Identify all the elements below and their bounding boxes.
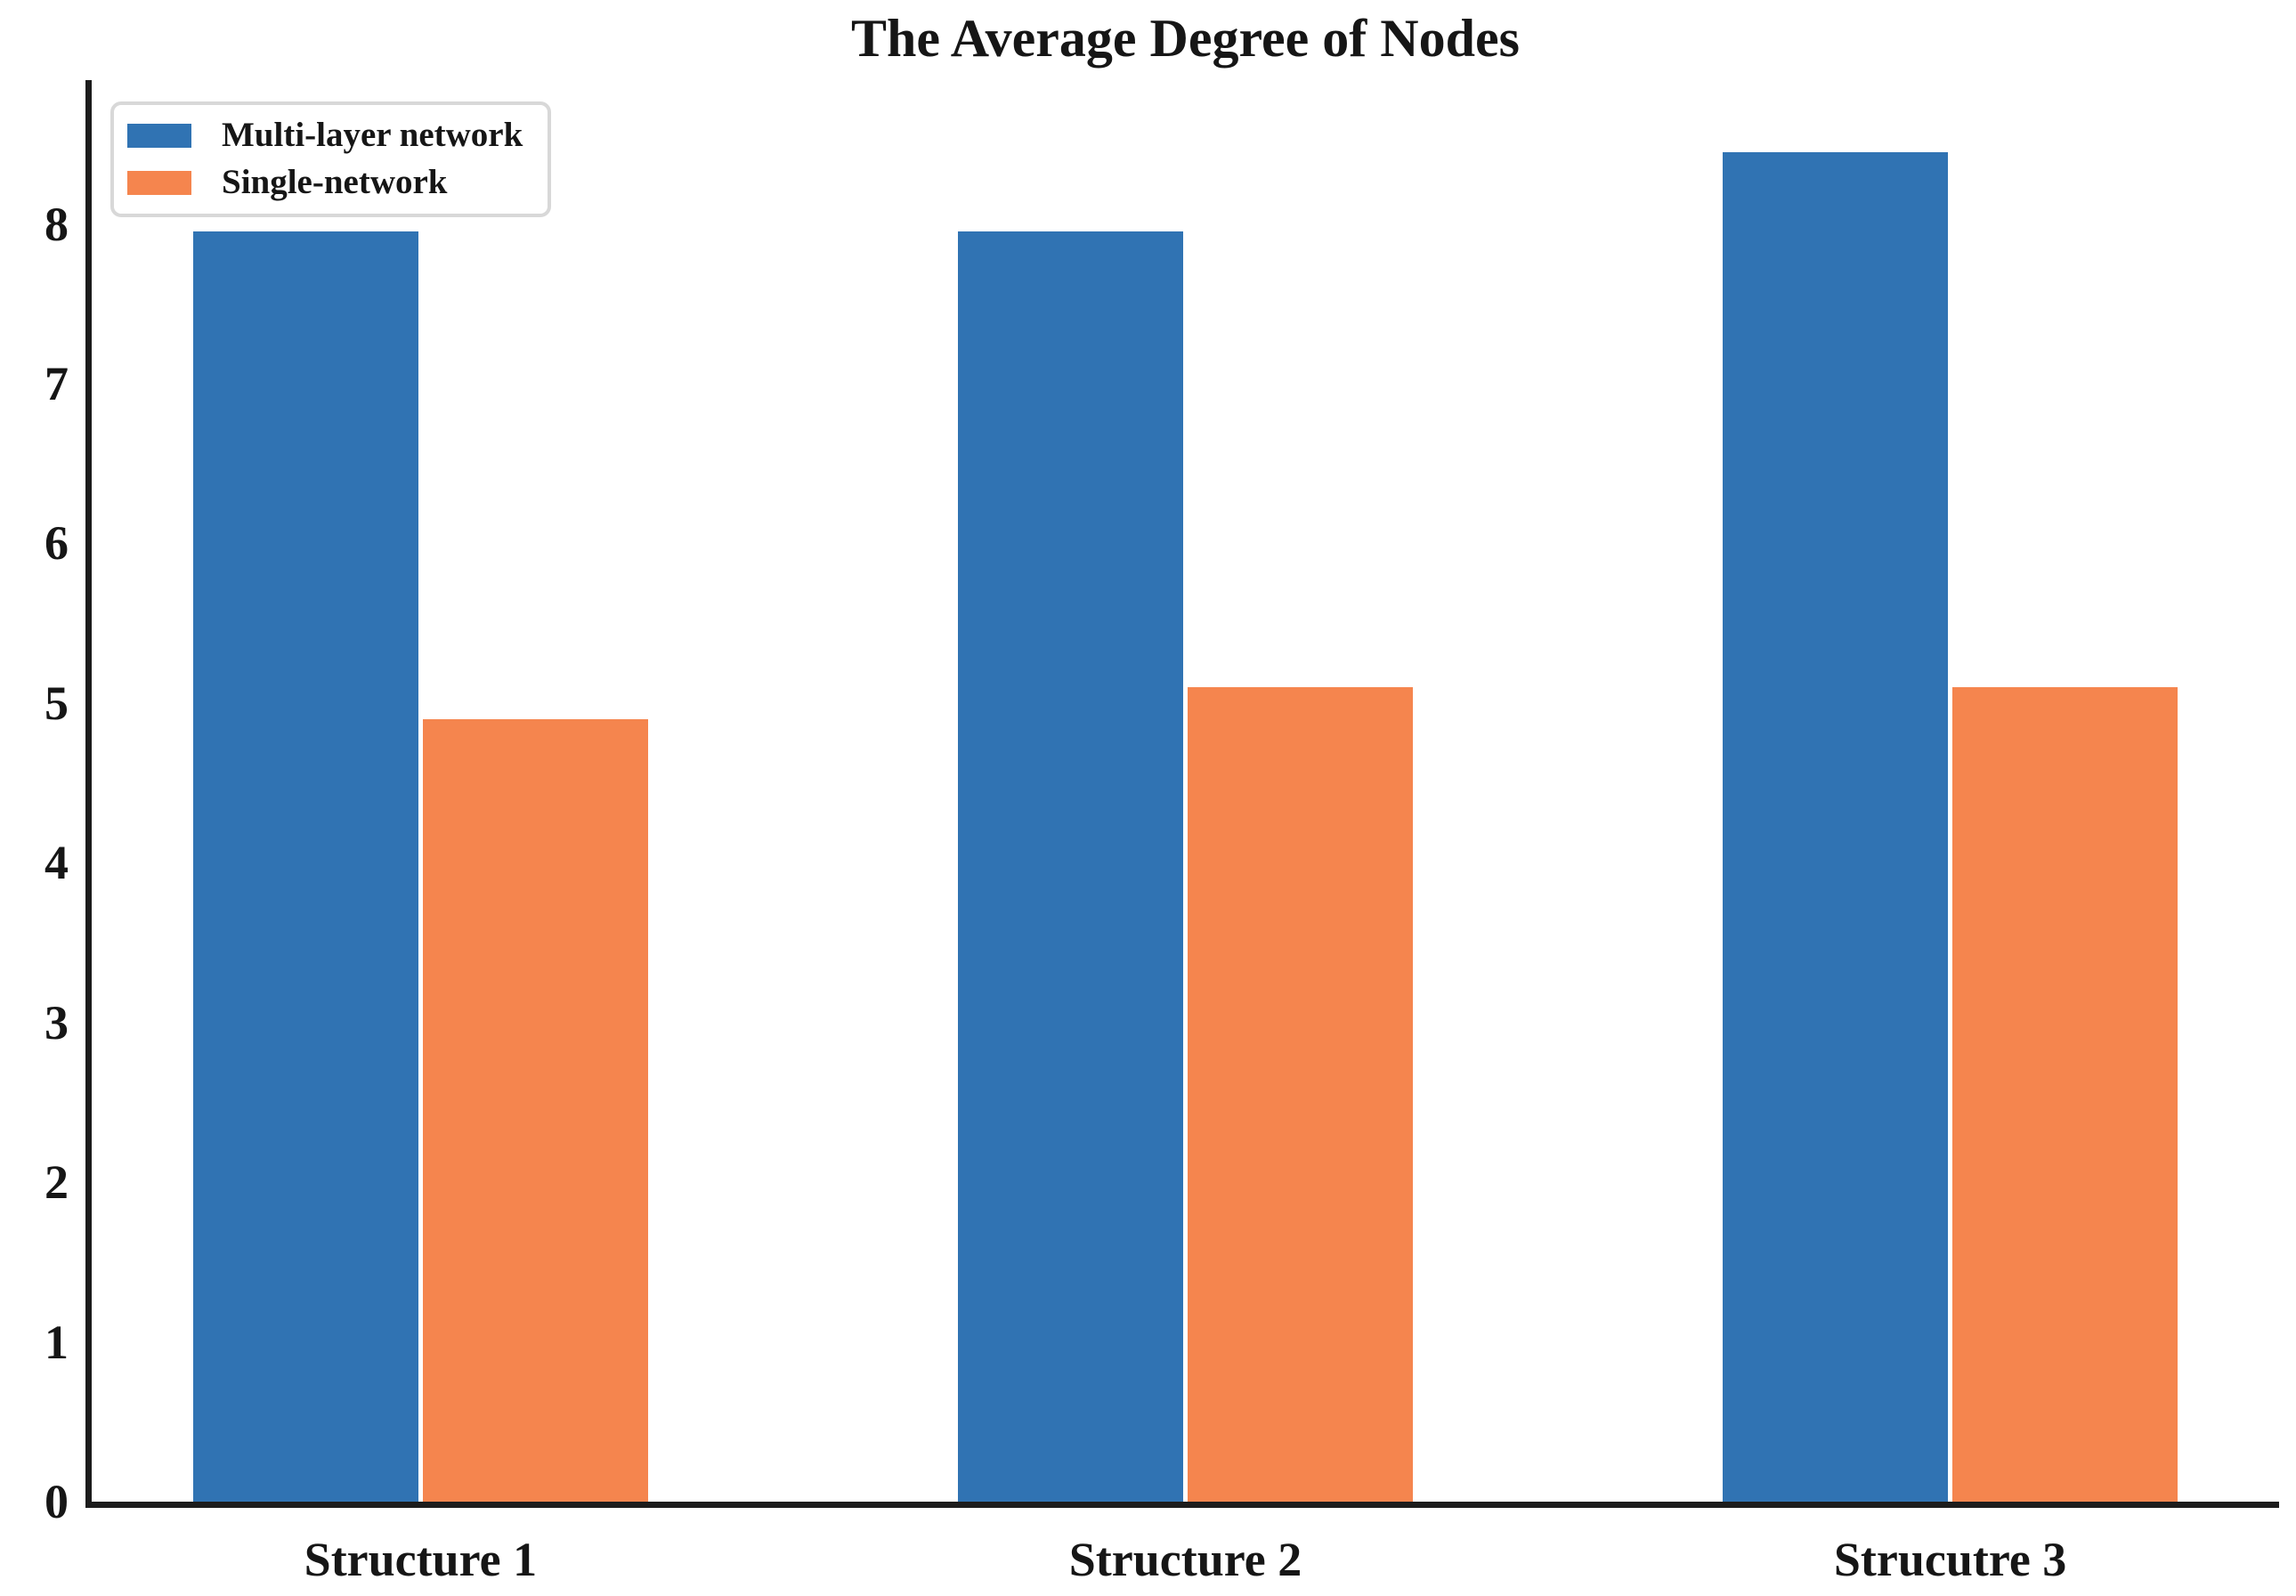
legend-swatch-multi-layer-network	[127, 123, 191, 148]
bar-single-network-structure-2	[1187, 686, 1414, 1502]
bar-multi-layer-network-structure-1	[192, 231, 419, 1502]
y-tick-label-6: 6	[45, 516, 69, 571]
y-tick-label-3: 3	[45, 995, 69, 1049]
bar-single-network-strucutre-3	[1951, 686, 2178, 1502]
x-tick-label-structure-2: Structure 2	[1068, 1533, 1302, 1586]
y-tick-label-1: 1	[45, 1315, 69, 1369]
legend-item-single-network: Single-network	[127, 163, 523, 203]
y-tick-label-2: 2	[45, 1155, 69, 1210]
x-tick-label-strucutre-3: Strucutre 3	[1833, 1533, 2067, 1586]
bar-multi-layer-network-structure-2	[957, 231, 1184, 1502]
y-tick-label-7: 7	[45, 356, 69, 410]
bar-single-network-structure-1	[422, 718, 648, 1502]
y-tick-label-4: 4	[45, 836, 69, 890]
legend-item-multi-layer-network: Multi-layer network	[127, 116, 523, 156]
y-tick-label-5: 5	[45, 676, 69, 730]
plot-area: 0 1 2 3 4 5 6 7 8 Structure 1 Structure 2 Strucutr…	[45, 80, 2279, 1584]
x-tick-label-structure-1: Structure 1	[304, 1533, 538, 1586]
y-tick-label-8: 8	[45, 197, 69, 251]
legend-label-single-network: Single-network	[222, 162, 448, 201]
legend-swatch-single-network	[127, 170, 191, 195]
legend: Multi-layer network Single-network	[110, 101, 552, 217]
bar-multi-layer-network-strucutre-3	[1723, 151, 1949, 1502]
y-tick-label-0: 0	[45, 1475, 69, 1528]
legend-label-multi-layer-network: Multi-layer network	[222, 116, 523, 154]
chart-title: The Average Degree of Nodes	[851, 9, 1520, 68]
